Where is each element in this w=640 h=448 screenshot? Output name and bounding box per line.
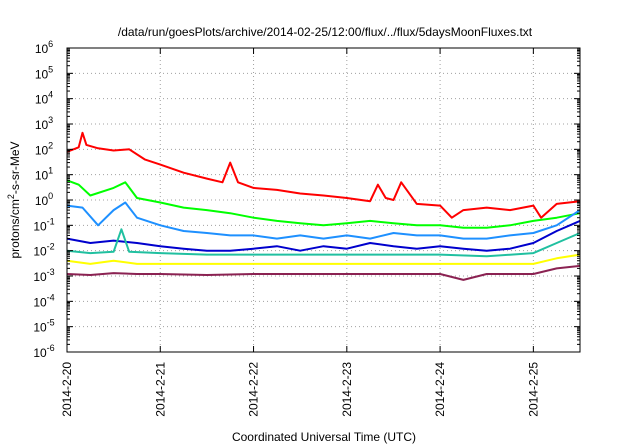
- y-tick-label: 104: [35, 90, 53, 107]
- x-tick-label: 2014-2-24: [433, 362, 447, 417]
- series-line-3: [66, 201, 581, 240]
- series-line-5: [66, 228, 581, 258]
- y-tick-label: 10-5: [33, 318, 54, 335]
- y-tick-label: 10-2: [33, 242, 54, 259]
- y-tick-label: 100: [35, 191, 53, 208]
- x-tick-label: 2014-2-22: [247, 362, 261, 417]
- x-tick-label: 2014-2-25: [526, 362, 540, 417]
- y-tick-label: 101: [35, 166, 53, 183]
- y-tick-label: 10-4: [33, 292, 54, 309]
- y-tick-label: 103: [35, 115, 53, 132]
- y-tick-label: 10-1: [33, 216, 54, 233]
- y-tick-label: 106: [35, 39, 53, 56]
- x-tick-label: 2014-2-23: [340, 362, 354, 417]
- series-line-2: [66, 179, 581, 229]
- y-tick-label: 10-6: [33, 343, 54, 360]
- x-axis-label: Coordinated Universal Time (UTC): [232, 430, 416, 444]
- y-tick-label: 102: [35, 140, 53, 157]
- y-tick-label: 105: [35, 64, 53, 81]
- x-tick-label: 2014-2-21: [153, 362, 167, 417]
- y-tick-label: 10-3: [33, 267, 54, 284]
- series-layer: [66, 131, 581, 281]
- y-axis-label: protons/cm2-s-sr-MeV: [6, 141, 22, 258]
- series-line-4: [66, 219, 581, 252]
- x-axis-ticks: 2014-2-20 2014-2-21 2014-2-22 2014-2-23 2014…: [60, 48, 540, 417]
- series-line-7: [66, 264, 581, 281]
- chart-title: /data/run/goesPlots/archive/2014-02-25/1…: [118, 25, 533, 39]
- series-line-1: [66, 131, 581, 219]
- x-tick-label: 2014-2-20: [60, 362, 74, 417]
- series-line-6: [66, 253, 581, 265]
